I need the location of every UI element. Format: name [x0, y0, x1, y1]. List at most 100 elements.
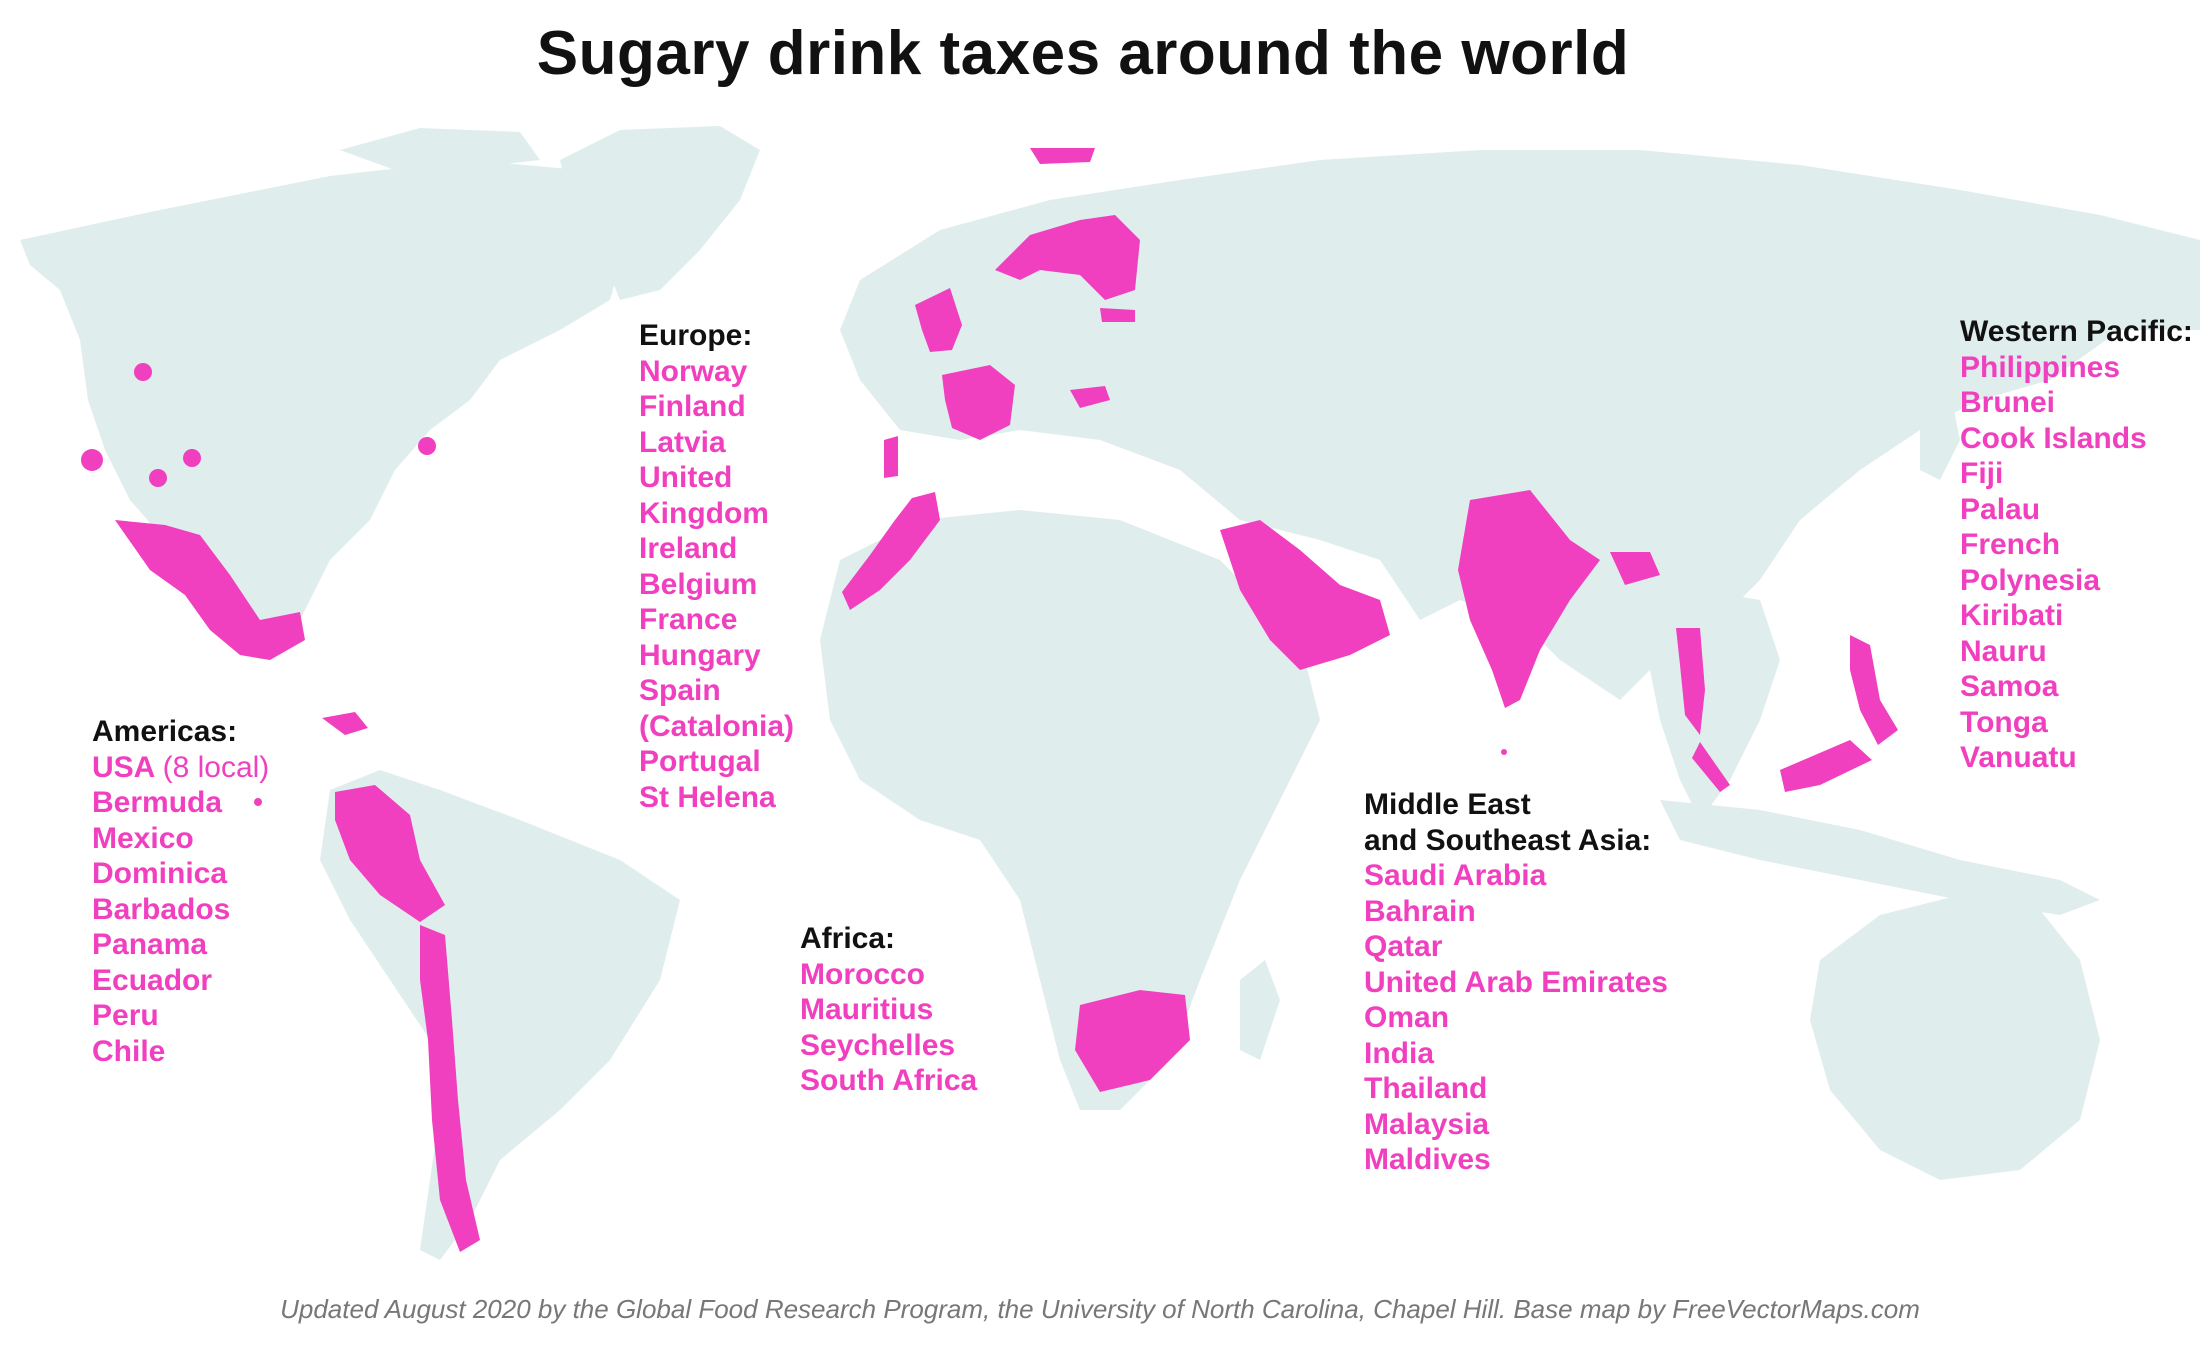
country-item: Barbados: [92, 892, 231, 926]
country-item: United: [639, 461, 733, 494]
country-item: Cook Islands: [1960, 421, 2147, 455]
country-item: Maldives: [1364, 1143, 1491, 1176]
country-item: Mauritius: [800, 993, 934, 1026]
country-item: Fiji: [1960, 457, 2004, 490]
country-item: Bermuda: [92, 786, 223, 819]
country-list: Saudi Arabia Bahrain Qatar United Arab Emir…: [1364, 858, 1668, 1178]
taxed-peru-ecuador: [335, 785, 445, 922]
taxed-layer: [81, 148, 1898, 1252]
country-usa: USA (8 local): [92, 750, 269, 786]
country-item: Qatar: [1364, 930, 1443, 963]
taxed-borneo: [1780, 740, 1872, 792]
region-americas: Americas: USA (8 local) Bermuda Mexico Dom…: [92, 714, 269, 1069]
country-item: Belgium: [639, 567, 758, 601]
land-layer: [20, 126, 2200, 1260]
country-item: Samoa: [1960, 670, 2059, 703]
taxed-thailand: [1676, 628, 1705, 735]
taxed-marker-usa-3: [149, 469, 167, 487]
country-item: Norway: [639, 354, 748, 388]
country-item: St Helena: [639, 780, 776, 814]
region-europe: Europe: Norway Finland Latvia United Kingdom…: [639, 318, 794, 815]
country-item: Palau: [1960, 492, 2041, 526]
country-item: Nauru: [1960, 634, 2047, 668]
country-note: (8 local): [162, 750, 270, 784]
taxed-malaysia: [1692, 742, 1730, 792]
country-item: Hungary: [639, 638, 761, 672]
country-item: (Catalonia): [639, 709, 795, 743]
country-item: Ireland: [639, 532, 738, 565]
land-japan: [1920, 390, 1960, 480]
region-africa: Africa: Morocco Mauritius Seychelles South …: [800, 921, 977, 1099]
taxed-panama: [322, 712, 368, 735]
country-item: Vanuatu: [1960, 741, 2077, 774]
taxed-uk-ireland: [915, 288, 962, 352]
taxed-marker-maldives: [1501, 749, 1507, 755]
country-item: Polynesia: [1960, 563, 2101, 597]
country-item: Latvia: [639, 425, 726, 459]
taxed-portugal: [884, 436, 898, 478]
country-item: Dominica: [92, 857, 228, 890]
land-canadian-arctic: [340, 128, 540, 172]
taxed-svalbard: [1030, 148, 1095, 164]
country-item: Mexico: [92, 821, 194, 855]
land-greenland: [560, 126, 760, 300]
country-item: Finland: [639, 390, 746, 423]
source-footer: Updated August 2020 by the Global Food R…: [280, 1294, 1920, 1324]
region-heading: Middle East: [1364, 788, 1531, 821]
country-item: Portugal: [639, 745, 761, 778]
country-item: Peru: [92, 999, 159, 1032]
country-item: Brunei: [1960, 386, 2056, 419]
land-indonesia: [1660, 800, 2100, 915]
country-item: South Africa: [800, 1064, 978, 1097]
country-item: India: [1364, 1036, 1435, 1070]
taxed-morocco: [842, 492, 940, 610]
taxed-india: [1458, 490, 1600, 708]
taxed-bangladesh: [1610, 552, 1660, 585]
country-item: Thailand: [1364, 1072, 1488, 1105]
country-item: United Arab Emirates: [1364, 965, 1668, 999]
country-label: USA: [92, 750, 155, 784]
taxed-chile: [420, 925, 480, 1252]
taxed-marker-usa-4: [183, 449, 201, 467]
land-north-america: [20, 160, 630, 660]
country-item: Philippines: [1960, 350, 2121, 384]
taxed-hungary: [1070, 386, 1110, 408]
country-item: Saudi Arabia: [1364, 859, 1547, 892]
land-indochina: [1640, 590, 1780, 820]
country-item: Kingdom: [639, 496, 769, 530]
taxed-south-africa: [1075, 990, 1190, 1092]
country-item: Morocco: [800, 957, 926, 991]
country-list: Bermuda Mexico Dominica Barbados Panama Ecuad…: [92, 785, 269, 1069]
map-title: Sugary drink taxes around the world: [536, 19, 1630, 88]
country-list: Norway Finland Latvia United Kingdom Ireland B…: [639, 354, 794, 816]
land-eurasia: [840, 150, 2200, 700]
taxed-norway-finland: [995, 215, 1140, 300]
country-item: Ecuador: [92, 963, 213, 997]
taxed-latvia: [1100, 308, 1135, 322]
country-item: Chile: [92, 1034, 166, 1068]
country-item: French: [1960, 528, 2061, 561]
land-madagascar: [1240, 960, 1280, 1060]
country-item: Kiribati: [1960, 599, 2064, 632]
region-heading: and Southeast Asia:: [1364, 823, 1652, 857]
region-heading: Americas:: [92, 715, 238, 748]
country-item: Panama: [92, 928, 208, 961]
land-australia: [1810, 895, 2100, 1180]
region-heading: Africa:: [800, 922, 896, 955]
taxed-mexico: [115, 520, 305, 660]
region-heading: Western Pacific:: [1960, 315, 2193, 348]
country-item: Malaysia: [1364, 1107, 1490, 1141]
region-middle-east-se-asia: Middle East and Southeast Asia: Saudi Ar…: [1364, 787, 1668, 1178]
country-item: France: [639, 603, 738, 636]
taxed-marker-usa-1: [134, 363, 152, 381]
region-heading: Europe:: [639, 319, 753, 352]
taxed-france: [942, 365, 1015, 440]
country-item: Bahrain: [1364, 894, 1476, 928]
country-list: Philippines Brunei Cook Islands Fiji Palau Fr…: [1960, 350, 2193, 776]
taxed-arabia: [1220, 520, 1390, 670]
region-western-pacific: Western Pacific: Philippines Brunei Cook I…: [1960, 314, 2193, 776]
country-item: Oman: [1364, 1001, 1450, 1034]
country-item: Seychelles: [800, 1028, 956, 1062]
taxed-marker-usa-5: [418, 437, 436, 455]
